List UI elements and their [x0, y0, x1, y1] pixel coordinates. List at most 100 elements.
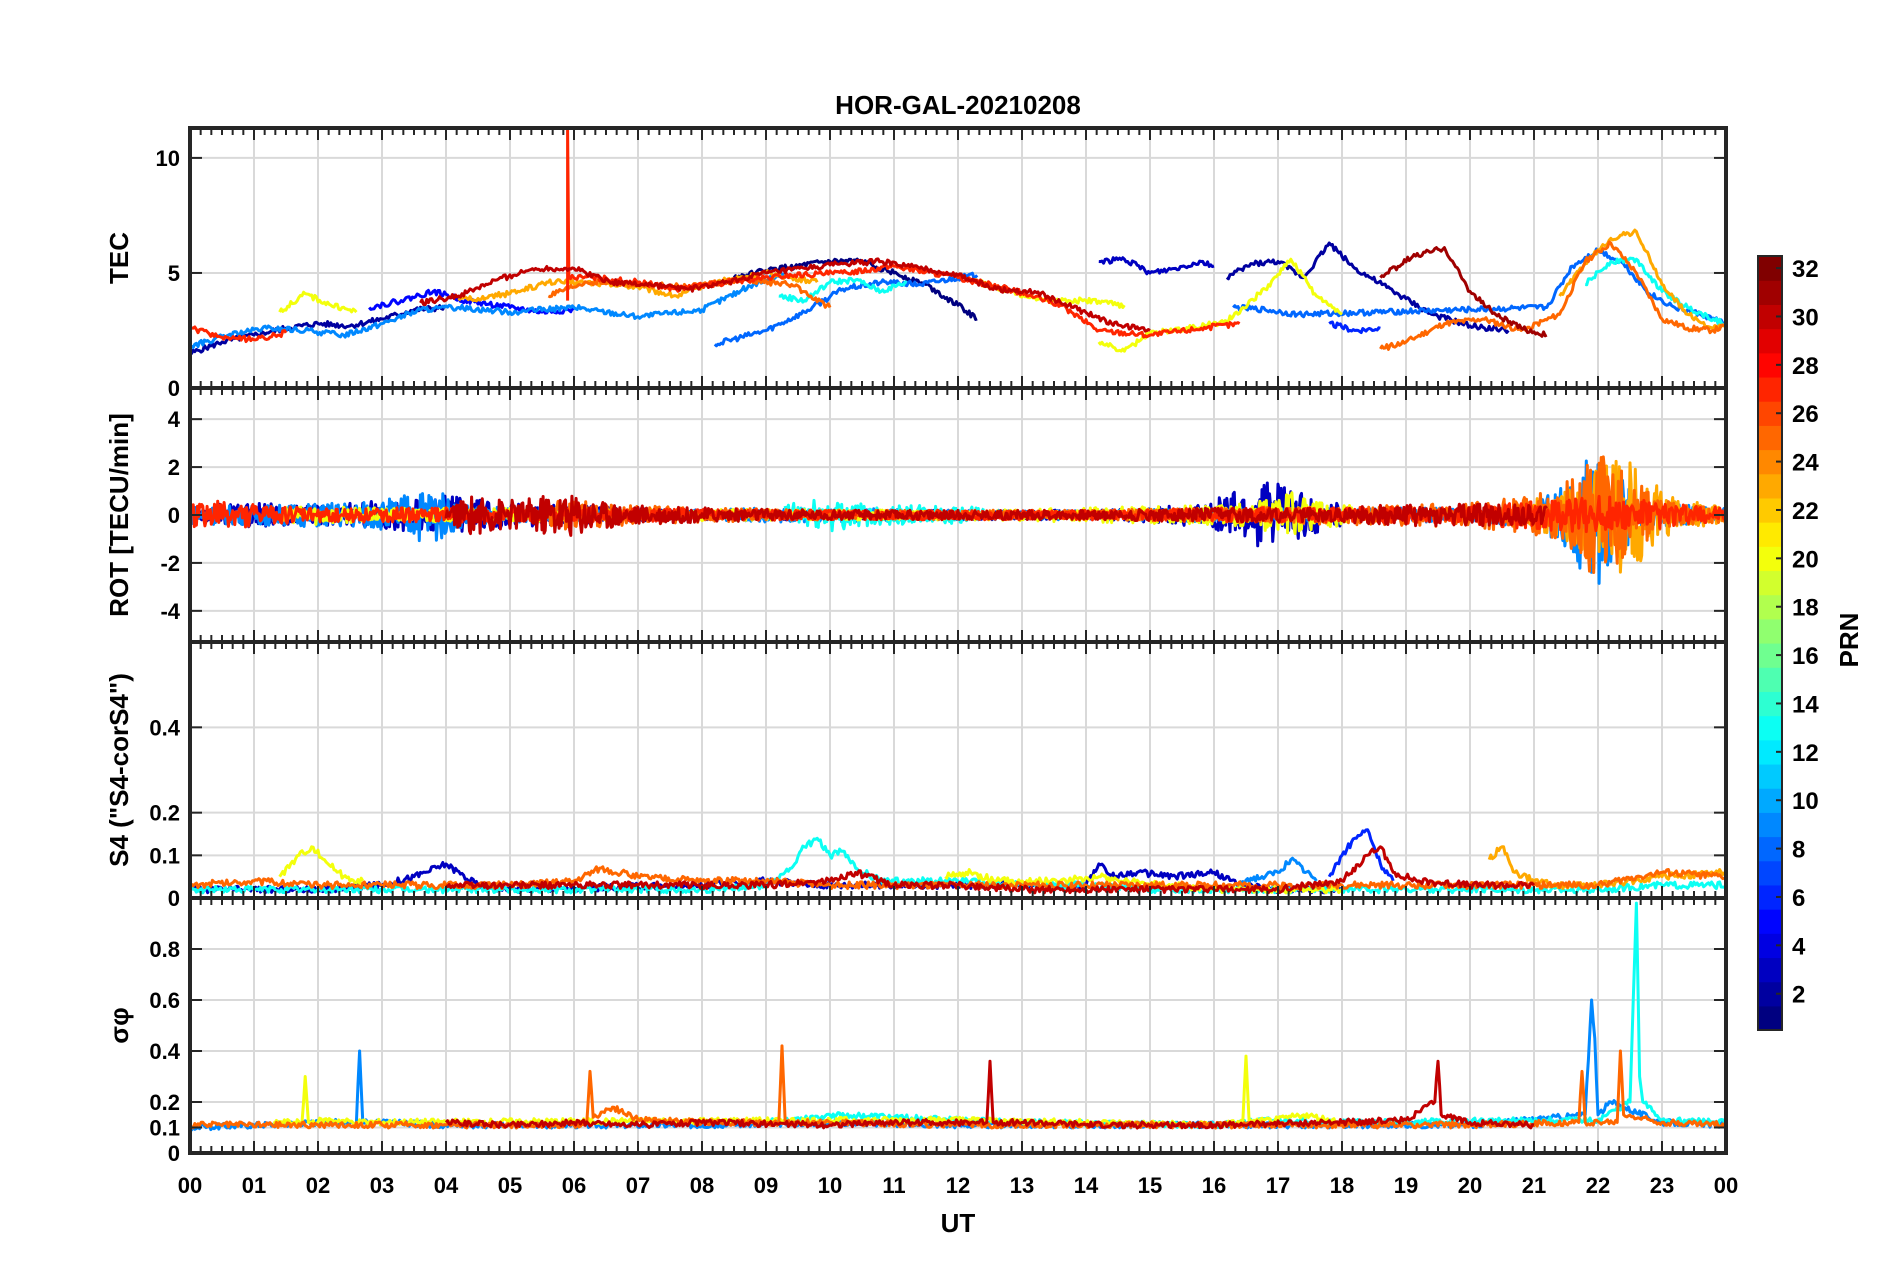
colorbar-segment	[1758, 1005, 1782, 1031]
series-prn-30	[444, 494, 1548, 537]
colorbar-segment	[1758, 522, 1782, 547]
x-tick-label: 11	[882, 1173, 905, 1198]
series-prn-13	[778, 276, 907, 304]
series-prn-25	[1379, 240, 1726, 351]
x-tick-label: 22	[1586, 1173, 1610, 1198]
y-tick-label: 0.6	[149, 988, 180, 1013]
colorbar-segment	[1758, 473, 1782, 499]
colorbar-label: PRN	[1834, 613, 1864, 668]
x-tick-label: 10	[818, 1173, 842, 1198]
colorbar-segment	[1758, 667, 1782, 692]
colorbar-segment	[1758, 280, 1782, 305]
y-tick-label: -2	[160, 551, 180, 576]
colorbar-tick-label: 2	[1792, 982, 1805, 1009]
x-tick-label: 02	[306, 1173, 330, 1198]
x-tick-label: 00	[1714, 1173, 1738, 1198]
chart-title: HOR-GAL-20210208	[835, 90, 1081, 120]
colorbar-segment	[1758, 957, 1782, 983]
panel-sigma: 00.10.2 0.4 0.6 0.8 σφ	[104, 896, 1728, 1166]
x-tick-label: 04	[434, 1173, 459, 1198]
x-tick-label: 05	[498, 1173, 522, 1198]
colorbar-segment	[1758, 570, 1782, 596]
series-prn-30	[419, 257, 1151, 333]
colorbar-segment	[1758, 425, 1782, 451]
y-tick-label: 0.2	[149, 1090, 180, 1115]
panel-tec: 0 5 10 TEC	[104, 126, 1728, 401]
colorbar-tick-label: 24	[1792, 450, 1819, 477]
colorbar-segment	[1758, 376, 1782, 402]
x-axis-label: UT	[941, 1208, 976, 1238]
y-tick-label: 5	[168, 261, 180, 286]
series-prn-27	[566, 128, 1241, 339]
x-tick-label: 08	[690, 1173, 714, 1198]
colorbar-tick-label: 8	[1792, 837, 1805, 864]
colorbar-tick-label: 4	[1792, 933, 1806, 960]
colorbar-tick-label: 30	[1792, 304, 1819, 331]
x-tick-label: 18	[1330, 1173, 1354, 1198]
colorbar-tick-label: 6	[1792, 885, 1805, 912]
x-axis: 00 01 02 03 04 05 06 07 08 09 10 11 12 13 14 15 16 17 18 19…	[178, 1173, 1738, 1198]
x-tick-label: 09	[754, 1173, 778, 1198]
x-tick-label: 13	[1010, 1173, 1034, 1198]
colorbar-tick-label: 12	[1792, 740, 1819, 767]
colorbar-tick-label: 28	[1792, 353, 1819, 380]
colorbar-tick-label: 32	[1792, 256, 1819, 283]
series-prn-6	[1327, 828, 1395, 882]
series-prn-9	[1238, 856, 1318, 885]
y-tick-label: 0.2	[149, 801, 180, 826]
colorbar-tick-label: 18	[1792, 595, 1819, 622]
x-tick-label: 03	[370, 1173, 394, 1198]
x-tick-label: 17	[1266, 1173, 1290, 1198]
panel-s4: 0 0.1 0.2 0.4 S4 ("S4-corS4")	[104, 640, 1728, 911]
series-prn-30	[444, 1059, 1535, 1130]
series-prn-3	[1098, 256, 1215, 276]
y-tick-label: 4	[168, 407, 181, 432]
y-axis-label-rot: ROT [TECU/min]	[104, 413, 134, 617]
x-tick-label: 15	[1138, 1173, 1162, 1198]
y-tick-label: 0.1	[149, 1116, 180, 1141]
y-tick-label: 0.8	[149, 937, 180, 962]
y-axis-label-sigma: σφ	[104, 1007, 134, 1043]
colorbar-tick-label: 26	[1792, 401, 1819, 428]
x-tick-label: 01	[242, 1173, 266, 1198]
series-prn-20	[278, 290, 358, 314]
x-tick-label: 12	[946, 1173, 970, 1198]
y-tick-label: 0.4	[149, 1039, 180, 1064]
series-group-sigma	[190, 901, 1726, 1132]
x-tick-label: 19	[1394, 1173, 1418, 1198]
colorbar-frame	[1757, 255, 1783, 1031]
x-tick-label: 14	[1074, 1173, 1099, 1198]
y-tick-label: 0.1	[149, 843, 180, 868]
series-prn-13	[764, 901, 1726, 1130]
colorbar-segment	[1758, 763, 1782, 789]
x-tick-label: 16	[1202, 1173, 1226, 1198]
colorbar-segment	[1758, 860, 1782, 886]
y-tick-label: 0	[168, 376, 180, 401]
y-tick-label: 0.4	[149, 715, 180, 740]
colorbar-tick-label: 20	[1792, 546, 1819, 573]
colorbar-segment	[1758, 812, 1782, 838]
series-prn-6	[1328, 320, 1381, 335]
x-tick-label: 07	[626, 1173, 650, 1198]
series-prn-2	[1225, 241, 1510, 334]
colorbar-tick-label: 14	[1792, 691, 1819, 718]
y-tick-label: 0	[168, 503, 180, 528]
series-prn-8	[1232, 247, 1726, 326]
series-prn-20	[278, 845, 365, 885]
series-prn-8	[713, 271, 979, 348]
series-prn-9	[190, 270, 787, 349]
colorbar-segment	[1758, 909, 1782, 934]
x-tick-label: 23	[1650, 1173, 1674, 1198]
panel-rot: -4 -2 0 2 4 ROT [TECU/min]	[104, 386, 1728, 644]
series-prn-27	[190, 325, 288, 344]
y-tick-label: -4	[160, 599, 180, 624]
colorbar-tick-label: 16	[1792, 643, 1819, 670]
y-axis-label-tec: TEC	[104, 232, 134, 284]
series-prn-31	[1379, 246, 1548, 338]
colorbar-tick-label: 10	[1792, 788, 1819, 815]
series-prn-25	[547, 276, 832, 309]
colorbar-segment	[1758, 715, 1782, 741]
colorbar-segment	[1758, 328, 1782, 354]
